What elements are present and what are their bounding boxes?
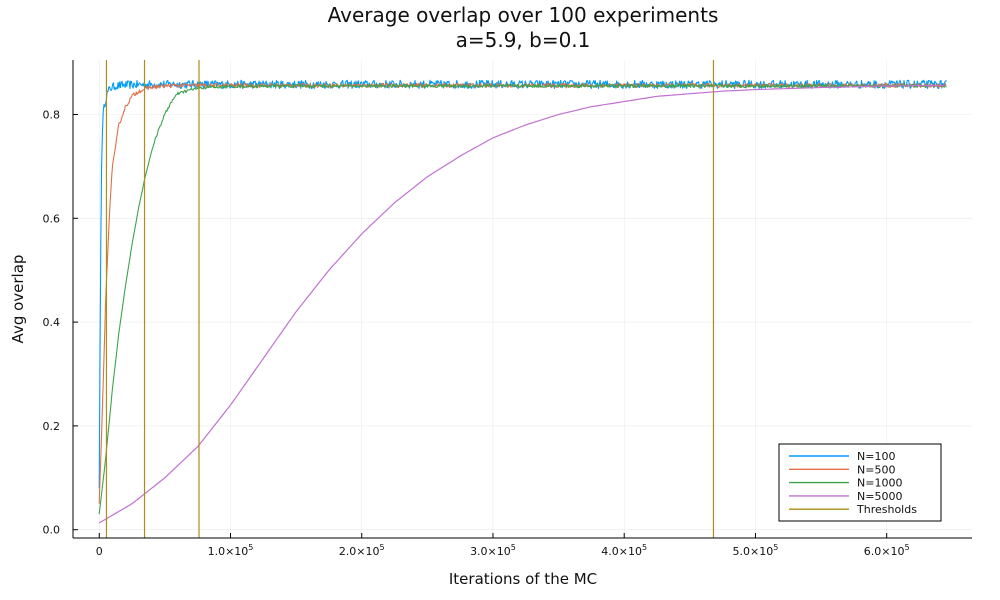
legend-entry-label: N=100 bbox=[857, 450, 895, 463]
x-tick-exponent: 5 bbox=[773, 543, 778, 552]
x-tick-exponent: 5 bbox=[511, 543, 516, 552]
x-tick-exponent: 5 bbox=[905, 543, 910, 552]
x-tick-label: 3.0×105 bbox=[470, 543, 516, 558]
chart-subtitle: a=5.9, b=0.1 bbox=[456, 28, 591, 52]
x-axis-label: Iterations of the MC bbox=[449, 570, 597, 588]
y-tick-label: 0.6 bbox=[43, 212, 61, 225]
legend-entry-label: N=5000 bbox=[857, 490, 902, 503]
legend-entry-label: N=500 bbox=[857, 463, 895, 476]
x-tick-label: 5.0×105 bbox=[733, 543, 779, 558]
y-tick-label: 0.0 bbox=[43, 524, 61, 537]
chart-title: Average overlap over 100 experiments bbox=[328, 3, 719, 27]
x-tick-exponent: 5 bbox=[380, 543, 385, 552]
x-tick-exponent: 5 bbox=[248, 543, 253, 552]
y-tick-label: 0.2 bbox=[43, 420, 61, 433]
x-tick-label: 1.0×105 bbox=[208, 543, 254, 558]
y-tick-label: 0.4 bbox=[43, 316, 61, 329]
series-lines bbox=[98, 79, 947, 524]
series-line-4 bbox=[98, 84, 946, 524]
x-tick-label: 4.0×105 bbox=[601, 543, 647, 558]
x-tick-label: 2.0×105 bbox=[339, 543, 385, 558]
legend-entry-label: N=1000 bbox=[857, 477, 902, 490]
tick-labels: 0 1.0×105 2.0×105 3.0×105 4.0×105 5.0×105 6.0×… bbox=[43, 108, 910, 558]
legend-entry-label: Thresholds bbox=[856, 503, 917, 516]
x-tick-label: 6.0×105 bbox=[864, 543, 910, 558]
y-axis-label: Avg overlap bbox=[9, 255, 27, 344]
threshold-lines bbox=[105, 60, 715, 538]
series-line-3 bbox=[98, 83, 947, 515]
x-tick-exponent: 5 bbox=[642, 543, 647, 552]
y-tick-label: 0.8 bbox=[43, 108, 61, 121]
x-tick-label: 0 bbox=[96, 545, 103, 558]
grid bbox=[73, 60, 972, 538]
axes bbox=[72, 60, 972, 539]
